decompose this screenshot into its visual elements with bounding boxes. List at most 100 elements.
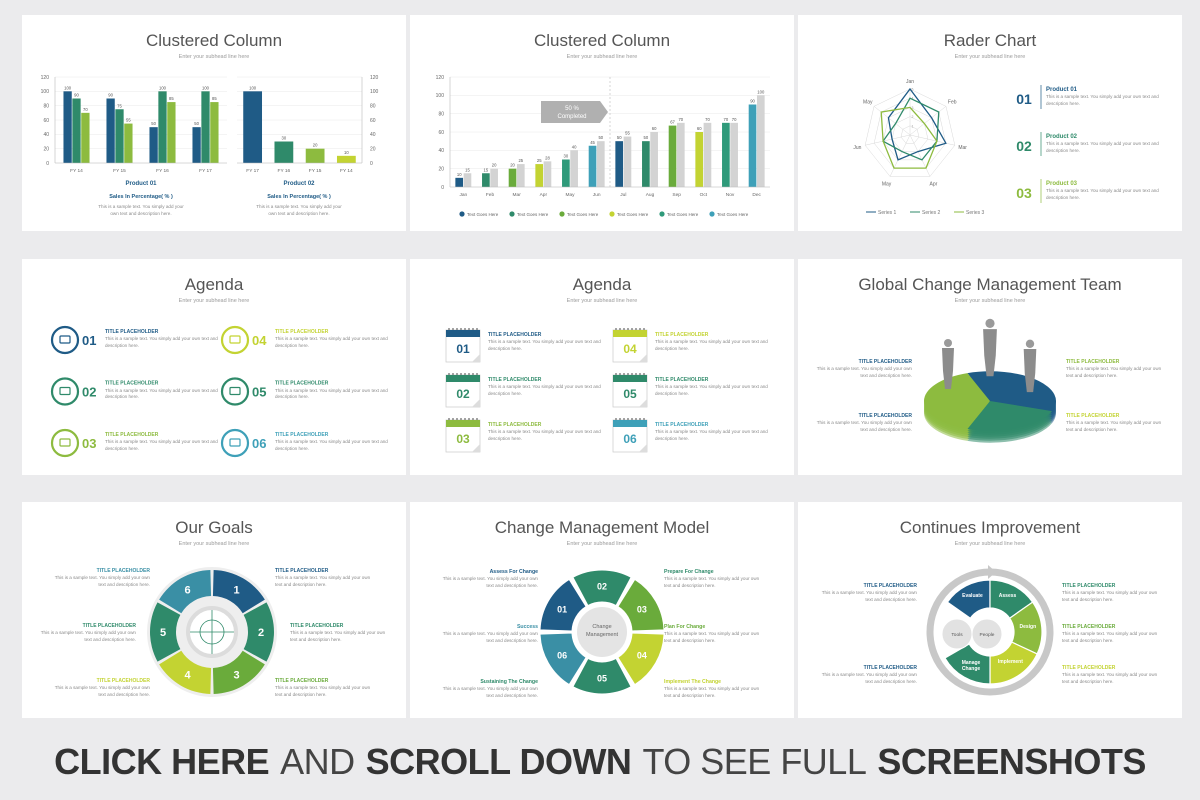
calendar-ring	[623, 418, 625, 420]
inner-label: Tools	[951, 632, 963, 638]
legend-label: Text Goes Here	[717, 212, 749, 217]
y-tick-label: 80	[43, 103, 49, 109]
spoke	[909, 134, 931, 177]
spoke	[909, 134, 955, 146]
x-tick-label: FY 15	[113, 168, 126, 174]
description-box: This is a sample text. You simply add yo…	[1062, 672, 1157, 684]
legend-swatch	[459, 211, 465, 217]
description-box: This is a sample text. You simply add yo…	[655, 384, 768, 396]
product-label: Product 02	[283, 181, 315, 187]
calendar-ring	[627, 328, 629, 330]
r-tick-label: 3	[912, 106, 914, 110]
calendar-ring	[452, 418, 454, 420]
model-segment	[617, 578, 665, 632]
description-box: This is a sample text. You simply add yo…	[1046, 94, 1159, 106]
icon	[229, 386, 241, 396]
slide: Clustered Column Enter your subhead line …	[22, 15, 406, 231]
bar	[722, 122, 730, 187]
calendar-band	[613, 420, 647, 427]
y-tick-label: 40	[370, 132, 376, 138]
description-box: This is a sample text. You simply add yo…	[55, 685, 150, 697]
legend-label: Text Goes Here	[667, 212, 699, 217]
calendar-ring	[639, 328, 641, 330]
item-number: 06	[252, 436, 266, 451]
y-tick-label: 60	[43, 118, 49, 124]
segment-number: 3	[233, 669, 239, 681]
item-number: 03	[1016, 185, 1032, 201]
value-label: 60	[652, 126, 657, 131]
bar	[642, 141, 650, 187]
segment-box: Evaluate	[962, 593, 983, 600]
calendar-ring	[631, 328, 633, 330]
model-segment	[572, 569, 632, 607]
icon-ring	[220, 377, 250, 406]
item-title: TITLE PLACEHOLDER	[275, 329, 329, 335]
item-title: Assess For Change	[490, 569, 539, 575]
model-segment	[539, 632, 587, 686]
segment-label: Evaluate	[962, 593, 983, 600]
description: This is a sample text. You simply add yo…	[816, 420, 912, 432]
bar	[516, 164, 525, 187]
segment-number: 1	[233, 585, 239, 597]
description: This is a sample text. You simply add yo…	[40, 630, 136, 642]
bar	[596, 141, 605, 187]
description-box: This is a sample text. You simply add yo…	[488, 384, 601, 396]
calendar-ring	[635, 328, 637, 330]
description: This is a sample text. You simply add yo…	[275, 439, 388, 451]
segment-number: 05	[597, 674, 607, 684]
cycle-arrow	[988, 565, 996, 579]
calendar-ring	[456, 418, 458, 420]
value-label: 50	[151, 121, 156, 126]
item-title: TITLE PLACEHOLDER	[275, 381, 329, 387]
description-box: This is a sample text. You simply add yo…	[488, 429, 601, 441]
value-label: 55	[126, 118, 131, 123]
banner-text: SCREENSHOTS	[877, 741, 1146, 782]
description: This is a sample text. You simply add yo…	[1066, 420, 1162, 432]
y-tick-label: 100	[370, 89, 379, 95]
legend-label: Text Goes Here	[617, 212, 649, 217]
segment-box: Assess	[999, 593, 1017, 599]
y-tick-label: 20	[438, 166, 444, 172]
description-box: This is a sample text. You simply add yo…	[664, 686, 759, 698]
description: This is a sample text. You simply add yo…	[1066, 366, 1162, 378]
slide-background	[410, 15, 794, 231]
model-segment	[539, 578, 587, 632]
value-label: 28	[545, 155, 550, 160]
slide: Clustered Column Enter your subhead line …	[410, 15, 794, 231]
value-label: 55	[625, 131, 630, 136]
slide-subtitle: Enter your subhead line here	[179, 54, 250, 60]
description-box: This is a sample text. You simply add yo…	[1046, 141, 1159, 153]
slide: Agenda Enter your subhead line here 01 TITL…	[410, 259, 794, 475]
model-segment	[572, 657, 632, 695]
value-label: 90	[750, 99, 755, 104]
annotation: Completed	[557, 114, 586, 120]
bar	[650, 132, 658, 187]
segment-number: 03	[637, 605, 647, 615]
bar	[695, 132, 704, 187]
bar	[615, 141, 624, 187]
legend-swatch	[609, 211, 615, 217]
value-label: 100	[757, 89, 765, 94]
calendar-ring	[639, 418, 641, 420]
value-label: 70	[83, 107, 88, 112]
goal-segment	[212, 650, 265, 694]
calendar-ring	[631, 418, 633, 420]
description: This is a sample text. You simply add yo…	[1062, 631, 1158, 643]
description-box: This is a sample text. You simply add yo…	[105, 388, 218, 400]
spoke	[909, 106, 947, 136]
bar	[149, 127, 158, 163]
description: This is a sample text. You simply add yo…	[655, 339, 768, 351]
description-box: This is a sample text. You simply add yo…	[664, 631, 759, 643]
y-tick-label: 0	[370, 161, 373, 167]
y-tick-label: 0	[46, 161, 49, 167]
calendar-ring	[615, 418, 617, 420]
bar	[535, 164, 544, 187]
bar	[201, 91, 210, 163]
calendar-ring	[476, 418, 478, 420]
item-number: 02	[82, 385, 96, 400]
inner-circle	[971, 618, 1003, 650]
segment-number: 6	[184, 585, 190, 597]
item-number: 06	[623, 432, 637, 446]
calendar-band	[446, 330, 480, 337]
y-tick-label: 100	[41, 89, 50, 95]
